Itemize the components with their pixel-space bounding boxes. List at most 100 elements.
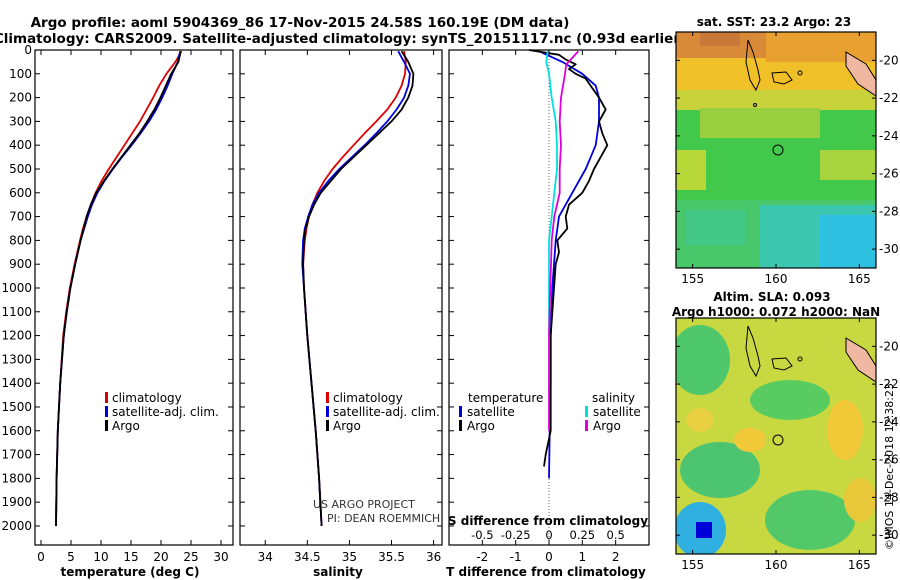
x-tick-label: 0 [37, 550, 45, 564]
depth-tick-label: 900 [9, 257, 32, 271]
legend-label: Argo [593, 419, 621, 433]
lat-tick-label: -26 [879, 453, 899, 467]
x-tick-label: 1 [579, 550, 587, 564]
s-difference-xlabel: S difference from climatology [448, 514, 648, 528]
depth-tick-label: 0 [24, 43, 32, 57]
series-line-argo [55, 51, 182, 527]
x-tick-label: 5 [67, 550, 75, 564]
x-tick-label: -2 [476, 550, 488, 564]
lon-tick-label: 155 [681, 272, 704, 286]
lon-tick-label: 160 [765, 558, 788, 572]
legend-label: climatology [112, 391, 182, 405]
s-tick-label: 0.25 [570, 528, 596, 542]
legend-title-temperature: temperature [468, 391, 543, 405]
sla-map-subtitle: Argo h1000: 0.072 h2000: NaN [672, 305, 880, 319]
depth-tick-label: 1100 [1, 305, 32, 319]
series-line-s-argo [548, 50, 579, 431]
lat-tick-label: -22 [879, 377, 899, 391]
series-line-satellite-adj-clim- [55, 51, 182, 527]
lat-tick-label: -20 [879, 53, 899, 67]
lat-tick-label: -26 [879, 167, 899, 181]
x-tick-label: 2 [612, 550, 620, 564]
series-line-argo [302, 50, 415, 527]
lon-tick-label: 165 [848, 558, 871, 572]
depth-tick-label: 300 [9, 114, 32, 128]
lat-tick-label: -22 [879, 91, 899, 105]
depth-tick-label: 1800 [1, 471, 32, 485]
x-tick-label: 34.5 [294, 550, 321, 564]
legend-label: Argo [467, 419, 495, 433]
depth-tick-label: 200 [9, 91, 32, 105]
sst-map-panel: sat. SST: 23.2 Argo: 23 155 160 165 -20 -22 -… [675, 15, 899, 286]
salinity-xlabel: salinity [313, 565, 363, 579]
x-tick-label: 30 [213, 550, 228, 564]
depth-tick-label: 1500 [1, 400, 32, 414]
x-tick-label: 10 [93, 550, 108, 564]
depth-tick-label: 1900 [1, 495, 32, 509]
sla-map-title: Altim. SLA: 0.093 [713, 290, 830, 304]
x-tick-label: 35.5 [378, 550, 405, 564]
sst-map-field [676, 32, 876, 268]
imos-credit: ©IMOS 14-Dec-2018 12:38:23 [883, 383, 896, 550]
legend-label: satellite-adj. clim. [333, 405, 440, 419]
series-line-t-satellite [538, 50, 600, 479]
sla-map-field [676, 318, 876, 554]
legend-label: Argo [333, 419, 361, 433]
temperature-panel: 0100200300400500600700800900100011001200… [1, 43, 234, 579]
legend-label: satellite [593, 405, 641, 419]
lat-tick-label: -30 [879, 242, 899, 256]
legend-label: satellite-adj. clim. [112, 405, 219, 419]
figure-title-line2: Climatology: CARS2009. Satellite-adjuste… [0, 31, 686, 47]
series-line-t-argo [528, 49, 609, 467]
temperature-xlabel: temperature (deg C) [61, 565, 200, 579]
s-tick-label: -0.25 [501, 528, 531, 542]
sla-map-panel: Altim. SLA: 0.093 Argo h1000: 0.072 h200… [672, 290, 899, 572]
sla-coastline [745, 325, 803, 378]
figure-title-line1: Argo profile: aoml 5904369_86 17-Nov-201… [31, 15, 570, 31]
x-tick-label: 20 [153, 550, 168, 564]
series-line-s-satellite [545, 51, 558, 336]
legend-label: satellite [467, 405, 515, 419]
t-difference-xlabel: T difference from climatology [446, 565, 646, 579]
depth-tick-label: 1200 [1, 329, 32, 343]
depth-tick-label: 1000 [1, 281, 32, 295]
s-tick-label: -0.5 [471, 528, 493, 542]
s-tick-label: 0.5 [607, 528, 625, 542]
x-tick-label: 34 [258, 550, 273, 564]
x-tick-label: 15 [123, 550, 138, 564]
depth-tick-label: 700 [9, 210, 32, 224]
depth-tick-label: 100 [9, 67, 32, 81]
lat-tick-label: -30 [879, 528, 899, 542]
difference-panel: -2 -1 0 1 2 -0.5 -0.25 0 0.25 0.5 S difference fr… [446, 49, 650, 579]
depth-tick-label: 1700 [1, 448, 32, 462]
depth-tick-label: 2000 [1, 519, 32, 533]
depth-tick-label: 600 [9, 186, 32, 200]
depth-tick-label: 500 [9, 162, 32, 176]
lat-tick-label: -24 [879, 415, 899, 429]
depth-tick-label: 1300 [1, 352, 32, 366]
depth-tick-label: 1600 [1, 424, 32, 438]
lat-tick-label: -28 [879, 490, 899, 504]
x-tick-label: 0 [545, 550, 553, 564]
x-tick-label: 36 [426, 550, 441, 564]
salinity-legend: climatology satellite-adj. clim. Argo [326, 391, 440, 433]
lon-tick-label: 165 [848, 272, 871, 286]
argo-position-marker [772, 144, 784, 156]
lon-tick-label: 160 [765, 272, 788, 286]
sst-coastline [745, 39, 803, 107]
s-tick-label: 0 [545, 528, 552, 542]
lat-tick-label: -24 [879, 129, 899, 143]
depth-tick-label: 1400 [1, 376, 32, 390]
series-line-climatology [55, 50, 183, 527]
salinity-panel: 34 34.5 35 35.5 36 salinity climatology sate… [239, 49, 443, 579]
lat-tick-label: -28 [879, 204, 899, 218]
legend-label: climatology [333, 391, 403, 405]
x-tick-label: 35 [342, 550, 357, 564]
depth-tick-label: 800 [9, 233, 32, 247]
lat-tick-label: -20 [879, 339, 899, 353]
temperature-plot-frame [34, 49, 234, 546]
salinity-plot-frame [239, 49, 443, 546]
lon-tick-label: 155 [681, 558, 704, 572]
project-annotation: US ARGO PROJECT [313, 498, 415, 511]
